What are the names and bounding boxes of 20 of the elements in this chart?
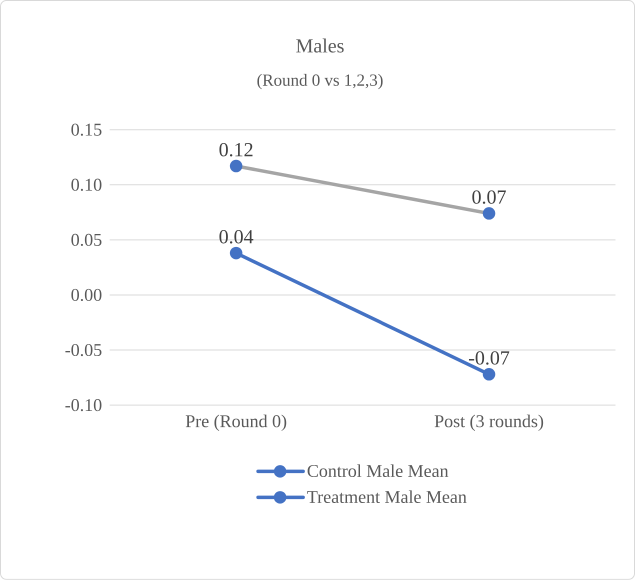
x-tick-label: Post (3 rounds) <box>434 414 544 431</box>
data-label: 0.07 <box>472 190 506 204</box>
y-tick-label: -0.05 <box>65 344 102 356</box>
y-tick-label: 0.00 <box>71 288 102 302</box>
x-tick-label: Pre (Round 0) <box>186 414 286 431</box>
y-tick-label: -0.10 <box>65 399 102 412</box>
data-label: -0.07 <box>468 351 510 365</box>
data-label: 0.12 <box>219 143 252 157</box>
point <box>230 246 242 260</box>
point <box>230 160 242 172</box>
point <box>482 207 496 220</box>
legend-label: Treatment Male Mean <box>307 490 467 504</box>
data-label: 0.04 <box>219 230 254 244</box>
legend-label: Control Male Mean <box>308 464 448 478</box>
chart-title: Males <box>296 38 344 53</box>
point <box>482 368 496 381</box>
y-tick-label: 0.10 <box>71 178 102 191</box>
chart-subtitle: (Round 0 vs 1,2,3) <box>257 74 383 90</box>
y-tick-label: 0.15 <box>71 124 102 136</box>
y-tick-label: 0.05 <box>71 234 102 246</box>
